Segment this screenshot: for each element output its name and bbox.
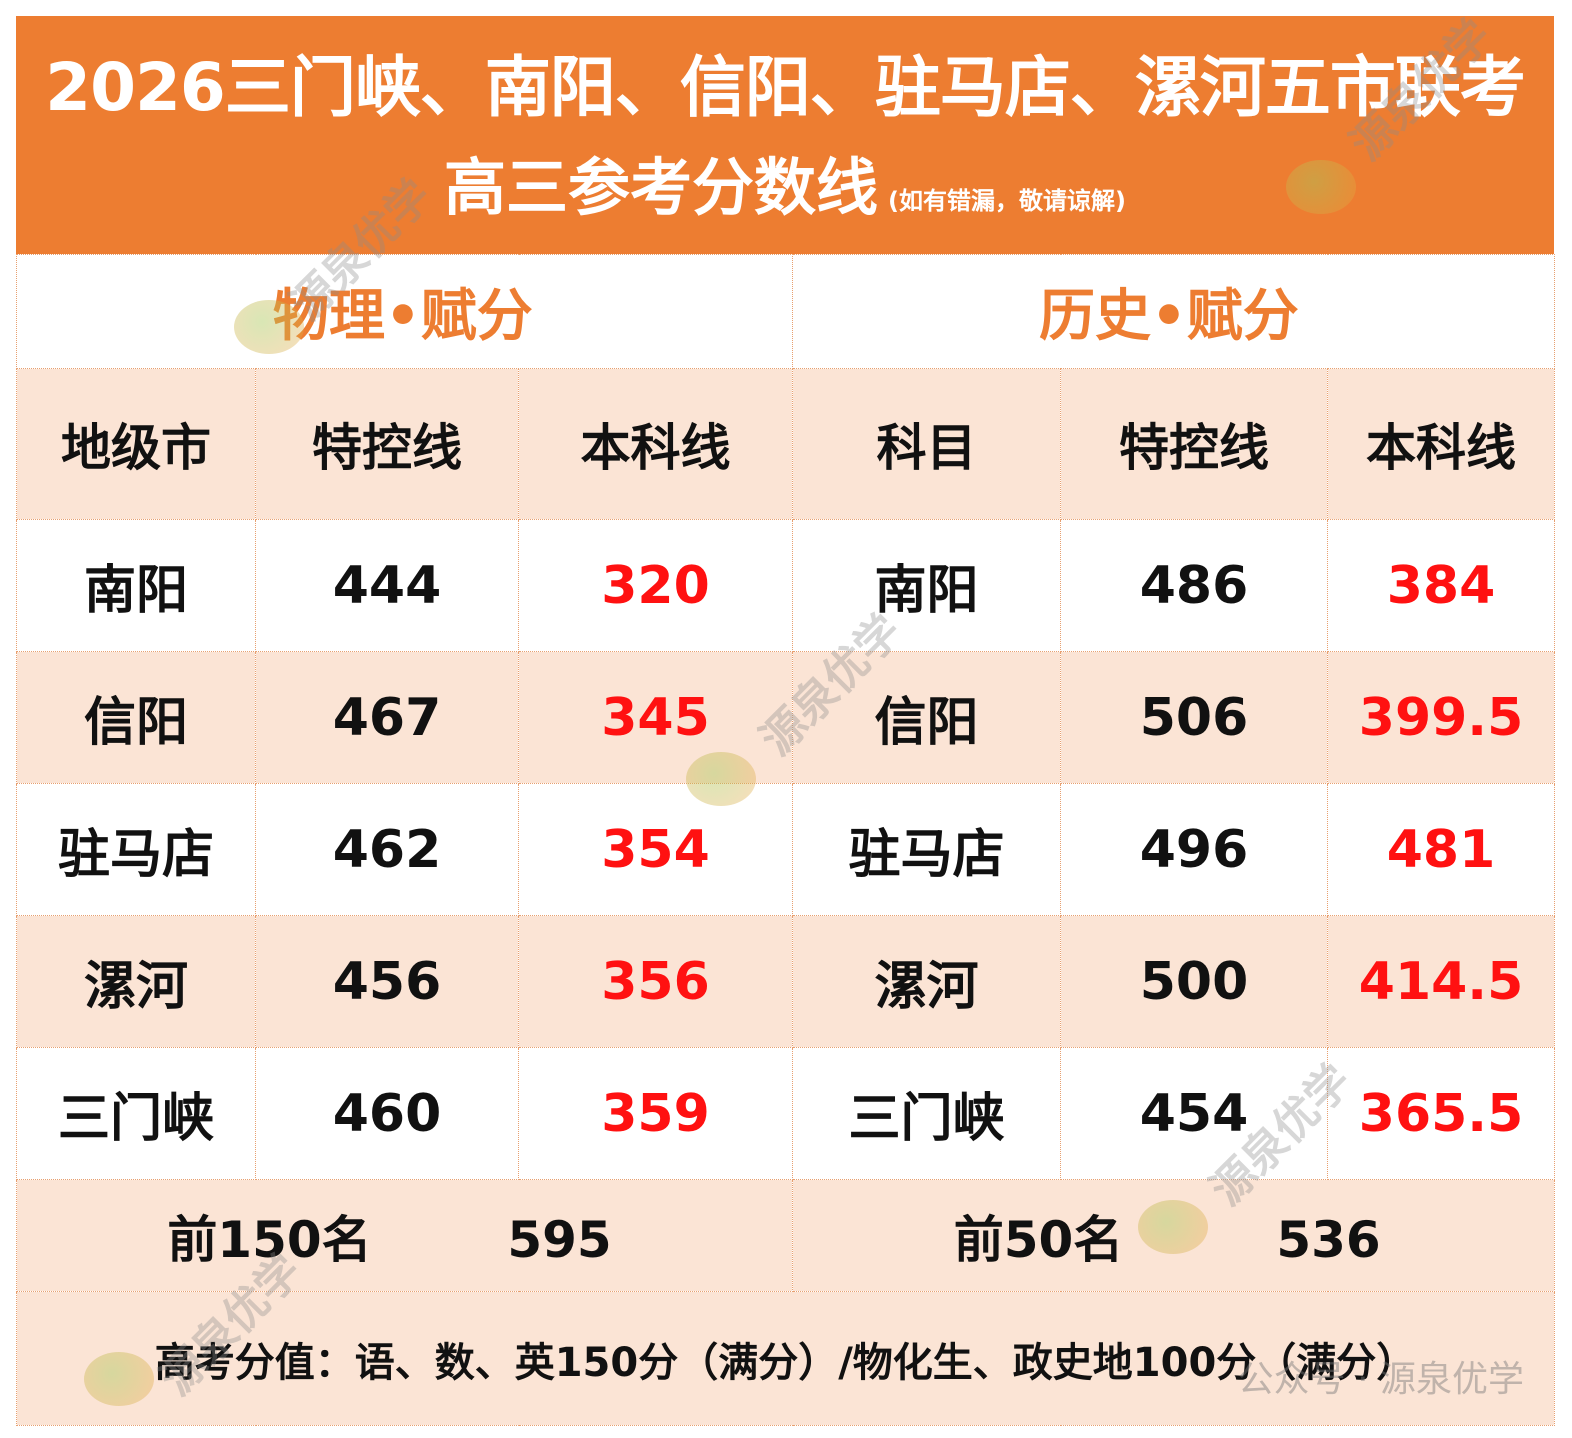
history-rank-label: 前50名 bbox=[953, 1210, 1124, 1269]
table-row: 驻马店 462 354 驻马店 496 481 bbox=[16, 783, 1556, 916]
col-header-special: 特控线 bbox=[1060, 368, 1328, 520]
score-card: 2026三门峡、南阳、信阳、驻马店、漯河五市联考 高三参考分数线 (如有错漏，敬请… bbox=[15, 16, 1556, 1426]
history-undergrad-score: 384 bbox=[1326, 519, 1556, 652]
history-special-score: 496 bbox=[1060, 783, 1328, 916]
physics-section-title: 物理•赋分 bbox=[16, 254, 793, 369]
history-rank-score: 536 bbox=[1276, 1210, 1381, 1269]
physics-special-score: 460 bbox=[255, 1047, 519, 1180]
score-table: 物理•赋分 历史•赋分 地级市 特控线 本科线 科目 特控线 本科线 南阳 44… bbox=[15, 254, 1556, 1426]
physics-undergrad-score: 354 bbox=[518, 783, 793, 916]
history-special-score: 500 bbox=[1060, 915, 1328, 1048]
physics-undergrad-score: 320 bbox=[518, 519, 793, 652]
physics-special-score: 456 bbox=[255, 915, 519, 1048]
physics-special-score: 444 bbox=[255, 519, 519, 652]
col-header-special: 特控线 bbox=[255, 368, 519, 520]
page-subtitle: 高三参考分数线 (如有错漏，敬请谅解) bbox=[16, 148, 1554, 241]
physics-top-rank: 前150名 595 bbox=[16, 1179, 793, 1292]
history-section-title: 历史•赋分 bbox=[791, 254, 1556, 369]
history-special-score: 454 bbox=[1060, 1047, 1328, 1180]
history-city: 漯河 bbox=[792, 915, 1061, 1048]
history-special-score: 486 bbox=[1060, 519, 1328, 652]
physics-rank-label: 前150名 bbox=[167, 1210, 372, 1269]
table-row: 信阳 467 345 信阳 506 399.5 bbox=[16, 651, 1556, 784]
section-header-row: 物理•赋分 历史•赋分 bbox=[16, 254, 1556, 369]
col-header-undergrad: 本科线 bbox=[518, 368, 793, 520]
physics-special-score: 462 bbox=[255, 783, 519, 916]
footnote-row: 高考分值：语、数、英150分（满分）/物化生、政史地100分（满分） bbox=[15, 1291, 1556, 1426]
history-city: 驻马店 bbox=[792, 783, 1061, 916]
physics-city: 信阳 bbox=[16, 651, 256, 784]
col-header-undergrad: 本科线 bbox=[1326, 368, 1556, 520]
col-header-subject: 科目 bbox=[792, 368, 1061, 520]
physics-city: 漯河 bbox=[16, 915, 256, 1048]
history-city: 南阳 bbox=[792, 519, 1061, 652]
physics-undergrad-score: 356 bbox=[518, 915, 793, 1048]
disclaimer-note: (如有错漏，敬请谅解) bbox=[888, 187, 1126, 215]
history-undergrad-score: 481 bbox=[1326, 783, 1556, 916]
history-undergrad-score: 399.5 bbox=[1326, 651, 1556, 784]
table-row: 三门峡 460 359 三门峡 454 365.5 bbox=[16, 1047, 1556, 1180]
title-banner: 2026三门峡、南阳、信阳、驻马店、漯河五市联考 高三参考分数线 (如有错漏，敬请… bbox=[16, 16, 1554, 254]
score-value-footnote: 高考分值：语、数、英150分（满分）/物化生、政史地100分（满分） bbox=[15, 1291, 1556, 1426]
page-title: 2026三门峡、南阳、信阳、驻马店、漯河五市联考 bbox=[45, 49, 1526, 126]
footer-watermark: 公众号 · 源泉优学 bbox=[1237, 1359, 1524, 1400]
physics-undergrad-score: 359 bbox=[518, 1047, 793, 1180]
physics-rank-score: 595 bbox=[507, 1210, 612, 1269]
physics-undergrad-score: 345 bbox=[518, 651, 793, 784]
physics-city: 南阳 bbox=[16, 519, 256, 652]
history-city: 三门峡 bbox=[792, 1047, 1061, 1180]
subtitle-text: 高三参考分数线 bbox=[444, 151, 879, 224]
history-undergrad-score: 414.5 bbox=[1326, 915, 1556, 1048]
history-top-rank: 前50名 536 bbox=[791, 1179, 1556, 1292]
physics-special-score: 467 bbox=[255, 651, 519, 784]
physics-city: 三门峡 bbox=[16, 1047, 256, 1180]
table-row: 南阳 444 320 南阳 486 384 bbox=[16, 519, 1556, 652]
history-undergrad-score: 365.5 bbox=[1326, 1047, 1556, 1180]
physics-city: 驻马店 bbox=[16, 783, 256, 916]
top-rank-row: 前150名 595 前50名 536 bbox=[16, 1179, 1556, 1292]
col-header-city: 地级市 bbox=[16, 368, 256, 520]
history-special-score: 506 bbox=[1060, 651, 1328, 784]
table-row: 漯河 456 356 漯河 500 414.5 bbox=[16, 915, 1556, 1048]
history-city: 信阳 bbox=[792, 651, 1061, 784]
column-header-row: 地级市 特控线 本科线 科目 特控线 本科线 bbox=[16, 368, 1556, 520]
